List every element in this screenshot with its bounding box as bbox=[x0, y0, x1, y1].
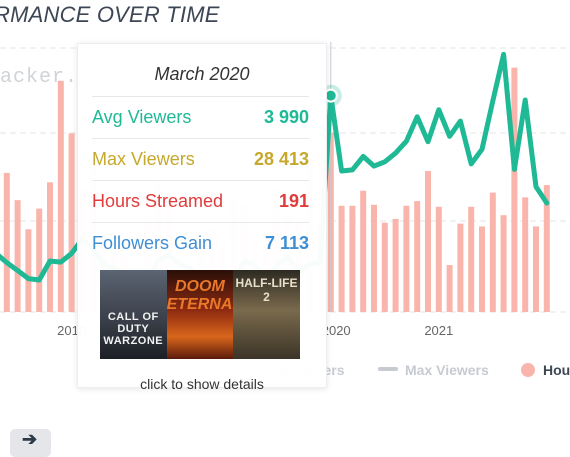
hours-bar bbox=[25, 229, 32, 312]
watermark: acker. bbox=[0, 66, 79, 89]
tooltip-month: March 2020 bbox=[154, 64, 250, 84]
legend-max-viewers-label: Max Viewers bbox=[405, 362, 489, 378]
hours-bar bbox=[403, 205, 410, 312]
hours-bar bbox=[381, 222, 388, 312]
hours-bar bbox=[425, 171, 431, 312]
hours-bar bbox=[14, 200, 21, 312]
arrow-right-icon: ➔ bbox=[22, 429, 38, 449]
chart-tooltip[interactable]: March 2020 Avg Viewers 3 990 Max Viewers… bbox=[77, 43, 327, 392]
tooltip-label: Max Viewers bbox=[92, 149, 195, 169]
tooltip-footer[interactable]: click to show details bbox=[140, 376, 264, 392]
hours-bar bbox=[511, 67, 518, 312]
game-title: DOOM ETERNAL bbox=[166, 278, 234, 313]
tooltip-value: 7 113 bbox=[264, 233, 309, 253]
game-cover-doom-eternal[interactable]: DOOM ETERNAL bbox=[166, 270, 234, 359]
hours-bar bbox=[446, 265, 453, 312]
hours-bar bbox=[543, 185, 550, 312]
hours-bar bbox=[36, 208, 43, 312]
tooltip-row-hours-streamed: Hours Streamed 191 bbox=[92, 180, 309, 221]
hours-bar bbox=[68, 133, 75, 312]
legend-hours[interactable]: Hou bbox=[521, 362, 570, 378]
tooltip-label: Avg Viewers bbox=[92, 107, 192, 127]
hours-bar bbox=[349, 205, 356, 312]
hours-bar bbox=[360, 190, 367, 312]
game-cover-half-life-2[interactable]: HALF-LIFE 2 bbox=[233, 270, 300, 359]
hours-bar bbox=[468, 206, 475, 312]
tooltip-label: Hours Streamed bbox=[92, 191, 224, 211]
x-tick-label: 2020 bbox=[322, 323, 351, 338]
legend-line-icon bbox=[378, 367, 398, 371]
hours-bar bbox=[479, 226, 485, 312]
hours-bar bbox=[3, 172, 10, 312]
hours-bar bbox=[47, 182, 53, 312]
tooltip-row-max-viewers: Max Viewers 28 413 bbox=[92, 138, 309, 179]
hours-bar bbox=[57, 80, 64, 312]
legend-dot-icon bbox=[521, 363, 535, 377]
hours-bar bbox=[533, 226, 539, 312]
next-button[interactable]: ➔ bbox=[10, 429, 51, 457]
hours-bar bbox=[338, 205, 345, 312]
tooltip-row-followers-gain: Followers Gain 7 113 bbox=[92, 222, 309, 263]
hours-bar bbox=[489, 192, 496, 312]
tooltip-value: 28 413 bbox=[253, 149, 309, 169]
tooltip-label: Followers Gain bbox=[92, 233, 213, 253]
x-tick-label: 2021 bbox=[424, 323, 453, 338]
tooltip-value: 3 990 bbox=[263, 107, 309, 127]
tooltip-value: 191 bbox=[278, 191, 309, 211]
hours-bar bbox=[371, 204, 377, 312]
hours-bar bbox=[522, 197, 529, 312]
hours-bar bbox=[457, 223, 464, 312]
legend-hours-label: Hou bbox=[543, 362, 570, 378]
hours-bar bbox=[435, 206, 442, 312]
tooltip-row-avg-viewers: Avg Viewers 3 990 bbox=[92, 96, 309, 137]
legend-max-viewers[interactable]: Max Viewers bbox=[378, 362, 489, 378]
game-cover-warzone[interactable]: CALL OF DUTY WARZONE bbox=[100, 270, 167, 359]
hours-bar bbox=[414, 201, 421, 312]
chart-title: RMANCE OVER TIME bbox=[0, 2, 220, 27]
tooltip-games: CALL OF DUTY WARZONE DOOM ETERNAL HALF-L… bbox=[100, 270, 300, 359]
game-title: HALF-LIFE 2 bbox=[235, 276, 298, 304]
game-title: CALL OF DUTY WARZONE bbox=[103, 311, 164, 347]
hours-bar bbox=[500, 215, 507, 312]
hours-bar bbox=[392, 218, 399, 312]
